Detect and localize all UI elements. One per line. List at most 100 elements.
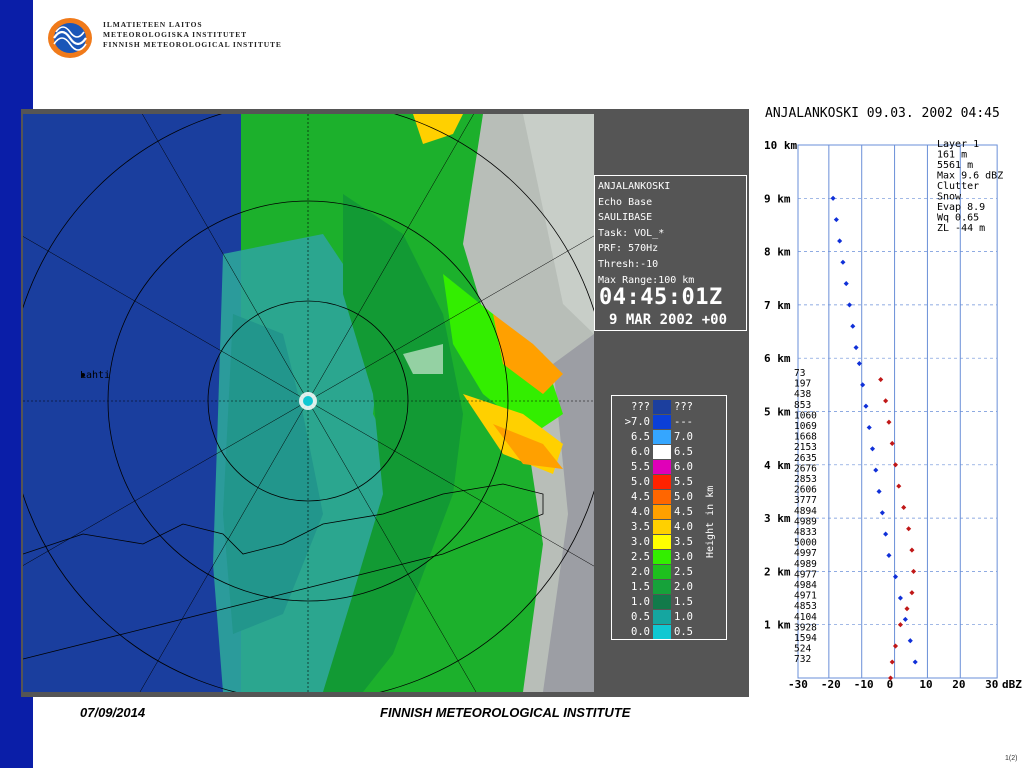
scan-info-line: Echo Base — [598, 196, 653, 208]
legend-lower: 4.5 — [631, 491, 650, 503]
sample-count: 853 — [794, 400, 811, 411]
sample-count: 2635 — [794, 453, 817, 464]
sample-count: 732 — [794, 654, 811, 665]
height-label: 6 km — [764, 352, 791, 365]
legend-row: 5.5 6.0 — [612, 460, 712, 474]
legend-row: 0.0 0.5 — [612, 625, 712, 639]
sample-count: 4971 — [794, 591, 817, 602]
legend-upper: 7.0 — [674, 431, 693, 443]
footer-date: 07/09/2014 — [80, 705, 146, 720]
legend-swatch — [653, 445, 671, 459]
legend-swatch — [653, 400, 671, 414]
scan-info-line: Max Range:100 km — [598, 274, 695, 286]
legend-row: 2.0 2.5 — [612, 565, 712, 579]
dbz-label: -30 — [788, 678, 808, 691]
org-name-fi: ILMATIETEEN LAITOS — [103, 20, 203, 29]
legend-row: 0.5 1.0 — [612, 610, 712, 624]
legend-upper: 4.0 — [674, 521, 693, 533]
legend-swatch — [653, 550, 671, 564]
legend-upper: 1.0 — [674, 611, 693, 623]
height-legend: Height in km ?????? >7.0 --- 6.5 7.0 6.0 6.5 5.… — [611, 395, 727, 640]
legend-lower: 1.0 — [631, 596, 650, 608]
legend-row: 1.0 1.5 — [612, 595, 712, 609]
sample-count: 4997 — [794, 548, 817, 559]
dbz-unit: dBZ — [1002, 678, 1022, 691]
dbz-label: -10 — [854, 678, 874, 691]
scan-time: 04:45:01Z — [599, 285, 723, 310]
fmi-logo-icon — [48, 18, 92, 58]
height-label: 7 km — [764, 299, 791, 312]
legend-row: 2.5 3.0 — [612, 550, 712, 564]
sample-count: 4977 — [794, 569, 817, 580]
legend-upper: 2.0 — [674, 581, 693, 593]
legend-lower: >7.0 — [624, 416, 650, 428]
legend-lower: 2.0 — [631, 566, 650, 578]
legend-swatch — [653, 430, 671, 444]
scan-info-line: SAULIBASE — [598, 212, 653, 224]
sample-count: 4833 — [794, 527, 817, 538]
legend-lower: 6.5 — [631, 431, 650, 443]
vertical-profile-chart: 1 km 2 km 3 km 4 km 5 km 6 km 7 km 8 km 9 km 10 k… — [764, 139, 1022, 691]
scan-info-line: Thresh:-10 — [598, 258, 659, 270]
legend-swatch — [653, 460, 671, 474]
height-label: 9 km — [764, 192, 791, 205]
radar-map[interactable]: Lahti — [23, 114, 594, 692]
legend-upper: 0.5 — [674, 626, 693, 638]
profile-info-line: 5561 m — [937, 160, 973, 171]
legend-row: 6.5 7.0 — [612, 430, 712, 444]
legend-lower: 3.5 — [631, 521, 650, 533]
sample-count: 73 — [794, 368, 805, 379]
dbz-label: 30 — [985, 678, 998, 691]
city-marker — [81, 373, 85, 377]
sample-count: 5000 — [794, 538, 817, 549]
sample-count: 1069 — [794, 421, 817, 432]
profile-info-line: Wq 0.65 — [937, 213, 979, 224]
sample-count: 4104 — [794, 612, 817, 623]
legend-swatch — [653, 625, 671, 639]
scan-info-line: ANJALANKOSKI — [598, 181, 671, 192]
legend-row: 1.5 2.0 — [612, 580, 712, 594]
legend-lower: 2.5 — [631, 551, 650, 563]
legend-swatch — [653, 610, 671, 624]
org-name-en: FINNISH METEOROLOGICAL INSTITUTE — [103, 40, 282, 49]
legend-lower: 1.5 — [631, 581, 650, 593]
legend-lower: 6.0 — [631, 446, 650, 458]
dbz-label: -20 — [821, 678, 841, 691]
profile-info-line: Layer 1 — [937, 139, 979, 150]
org-names: ILMATIETEEN LAITOS METEOROLOGISKA INSTIT… — [103, 20, 282, 50]
sample-count: 1060 — [794, 410, 817, 421]
sample-count: 197 — [794, 379, 811, 390]
profile-plot-area — [797, 144, 998, 679]
sample-count: 4984 — [794, 580, 817, 591]
legend-upper: 3.0 — [674, 551, 693, 563]
sample-count: 2676 — [794, 463, 817, 474]
legend-lower: 3.0 — [631, 536, 650, 548]
coastline — [23, 483, 544, 660]
legend-upper: 6.0 — [674, 461, 693, 473]
legend-swatch — [653, 580, 671, 594]
sample-count: 2606 — [794, 485, 817, 496]
legend-swatch — [653, 490, 671, 504]
sample-count: 1668 — [794, 432, 817, 443]
profile-info-line: Snow — [937, 192, 962, 203]
sample-count: 4853 — [794, 601, 817, 612]
sample-count: 4894 — [794, 506, 817, 517]
legend-upper: 4.5 — [674, 506, 693, 518]
legend-lower: 0.5 — [631, 611, 650, 623]
legend-row: >7.0 --- — [612, 415, 712, 429]
legend-lower: 4.0 — [631, 506, 650, 518]
legend-lower: 5.5 — [631, 461, 650, 473]
scan-date: 9 MAR 2002 +00 — [609, 312, 728, 328]
height-label: 8 km — [764, 246, 791, 259]
legend-row: ?????? — [612, 400, 712, 414]
legend-swatch — [653, 595, 671, 609]
legend-swatch — [653, 505, 671, 519]
legend-row: 5.0 5.5 — [612, 475, 712, 489]
org-name-sv: METEOROLOGISKA INSTITUTET — [103, 30, 247, 39]
legend-upper: ??? — [674, 401, 693, 413]
legend-row: 6.0 6.5 — [612, 445, 712, 459]
blue-point — [833, 217, 839, 223]
profile-info-line: 161 m — [937, 150, 967, 161]
sample-count: 2153 — [794, 442, 817, 453]
sample-count: 3777 — [794, 495, 817, 506]
